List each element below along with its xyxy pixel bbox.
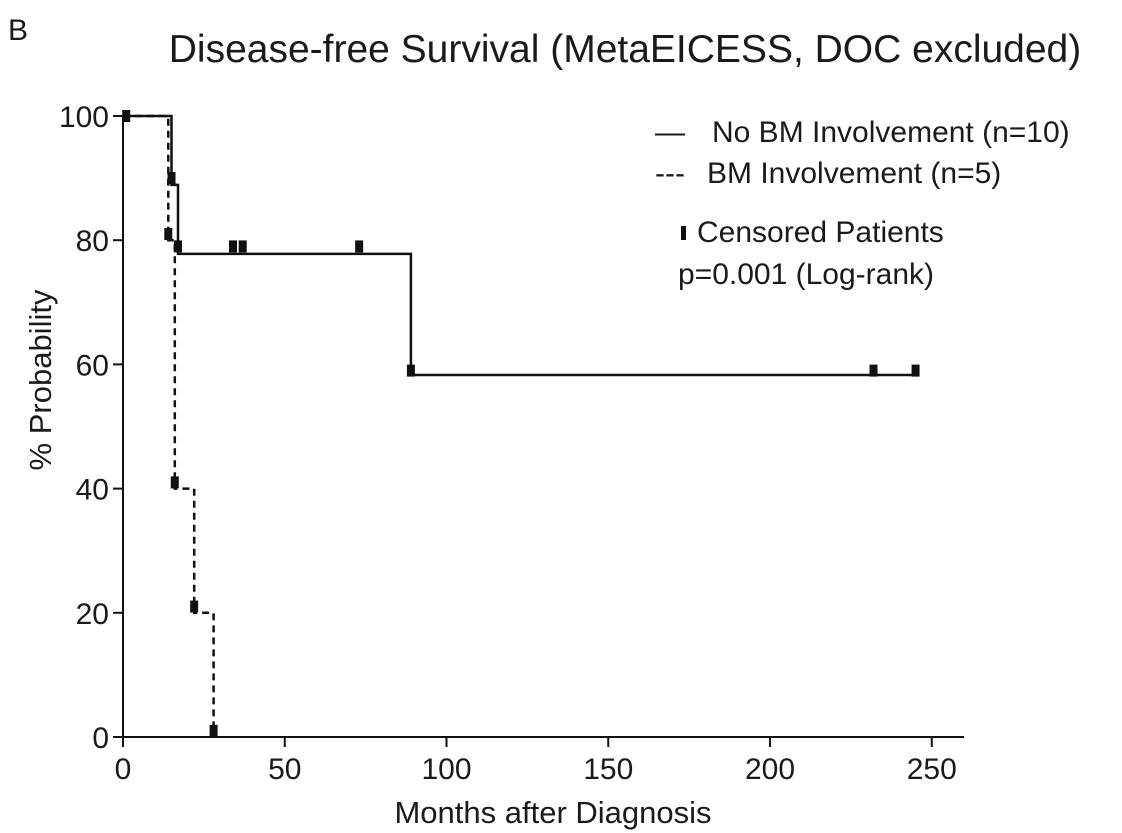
censor-marker <box>164 227 173 240</box>
y-tick-label: 40 <box>76 474 109 507</box>
censor-marker <box>406 364 415 377</box>
y-tick-label: 80 <box>76 225 109 258</box>
y-tick-label: 60 <box>76 349 109 382</box>
legend-label-no-bm: No BM Involvement (n=10) <box>712 116 1070 149</box>
x-tick-label: 100 <box>421 753 471 786</box>
censor-marker <box>173 240 182 253</box>
x-tick-label: 200 <box>745 753 795 786</box>
censor-marker <box>209 724 218 737</box>
y-tick-label: 100 <box>59 101 109 134</box>
y-tick-label: 0 <box>92 722 109 755</box>
legend: — No BM Involvement (n=10) --- BM Involv… <box>655 116 1070 291</box>
p-value-annotation: p=0.001 (Log-rank) <box>678 258 934 291</box>
x-tick-label: 50 <box>268 753 301 786</box>
censor-marker <box>238 240 247 253</box>
plot-area <box>122 110 920 737</box>
censor-marker <box>911 364 920 377</box>
censor-marker <box>355 240 364 253</box>
y-tick-label: 20 <box>76 598 109 631</box>
axes: 0 50 100 150 200 250 0 20 40 60 80 100 <box>59 101 965 786</box>
x-tick-label: 250 <box>907 753 957 786</box>
series-line-bm <box>123 114 215 737</box>
y-axis-title: % Probability <box>23 289 58 470</box>
legend-label-censored: Censored Patients <box>697 216 944 249</box>
censor-marker <box>869 364 878 377</box>
censor-marker <box>190 600 199 613</box>
censored-marker-icon <box>681 226 686 240</box>
chart-title: Disease-free Survival (MetaEICESS, DOC e… <box>169 28 1081 71</box>
legend-symbol-bm: --- <box>655 157 685 190</box>
x-axis-title: Months after Diagnosis <box>394 795 711 830</box>
x-tick-label: 0 <box>115 753 132 786</box>
x-tick-label: 150 <box>583 753 633 786</box>
panel-label: B <box>8 14 28 47</box>
legend-label-bm: BM Involvement (n=5) <box>707 157 1001 190</box>
censor-marker <box>170 476 179 489</box>
series-line-no-bm <box>123 114 916 377</box>
censor-marker <box>167 172 176 185</box>
censor-marker <box>228 240 237 253</box>
legend-symbol-no-bm: — <box>655 116 685 149</box>
